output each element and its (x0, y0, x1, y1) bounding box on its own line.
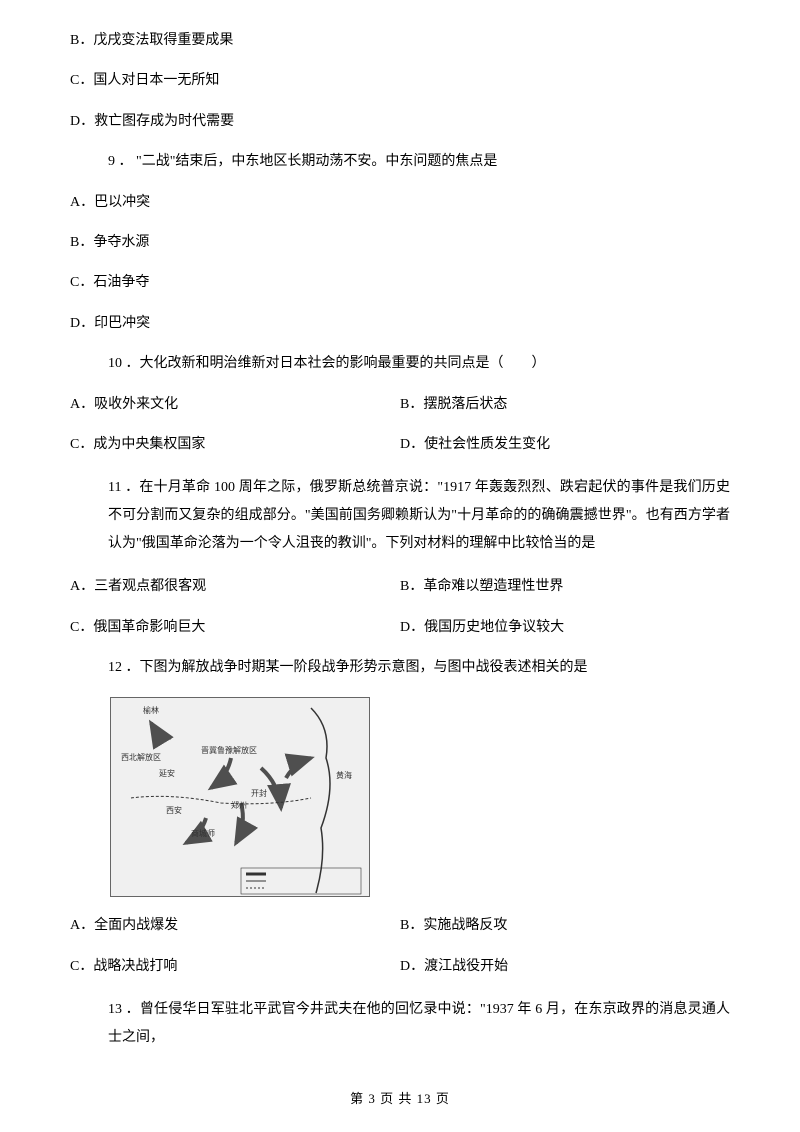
q11-row-ab: A．三者观点都很客观 B．革命难以塑造理性世界 (70, 576, 730, 598)
q11-option-c: C．俄国革命影响巨大 (70, 617, 400, 639)
q10-option-a: A．吸收外来文化 (70, 394, 400, 416)
q10-row-ab: A．吸收外来文化 B．摆脱落后状态 (70, 394, 730, 416)
q10-option-d: D．使社会性质发生变化 (400, 434, 730, 456)
q11-option-a: A．三者观点都很客观 (70, 576, 400, 598)
svg-text:延安: 延安 (159, 768, 175, 778)
option-b-prior: B．戊戌变法取得重要成果 (70, 30, 730, 52)
q12-option-c: C．战略决战打响 (70, 956, 400, 978)
q10-option-b: B．摆脱落后状态 (400, 394, 730, 416)
svg-text:榆林: 榆林 (143, 705, 159, 715)
q9-option-b: B．争夺水源 (70, 232, 730, 254)
question-9: 9 ． "二战"结束后，中东地区长期动荡不安。中东问题的焦点是 (70, 151, 730, 173)
page-footer: 第 3 页 共 13 页 (0, 1089, 800, 1110)
q12-option-d: D．渡江战役开始 (400, 956, 730, 978)
svg-text:商城师: 商城师 (191, 828, 215, 838)
svg-text:晋冀鲁豫解放区: 晋冀鲁豫解放区 (201, 745, 257, 755)
q11-option-b: B．革命难以塑造理性世界 (400, 576, 730, 598)
svg-text:西安: 西安 (166, 805, 182, 815)
option-d-prior: D．救亡图存成为时代需要 (70, 111, 730, 133)
svg-text:黄海: 黄海 (336, 770, 352, 780)
q12-option-b: B．实施战略反攻 (400, 915, 730, 937)
svg-text:郑州: 郑州 (231, 800, 247, 810)
q11-row-cd: C．俄国革命影响巨大 D．俄国历史地位争议较大 (70, 617, 730, 639)
map-figure: 榆林西北解放区延安 晋冀鲁豫解放区黄海西安商城师 郑州开封 (110, 697, 730, 897)
option-c-prior: C．国人对日本一无所知 (70, 70, 730, 92)
question-13: 13 ．曾任侵华日军驻北平武官今井武夫在他的回忆录中说："1937 年 6 月，… (70, 996, 730, 1052)
svg-text:西北解放区: 西北解放区 (121, 752, 161, 762)
q12-option-a: A．全面内战爆发 (70, 915, 400, 937)
q10-row-cd: C．成为中央集权国家 D．使社会性质发生变化 (70, 434, 730, 456)
question-10: 10 ．大化改新和明治维新对日本社会的影响最重要的共同点是（ ） (70, 353, 730, 375)
question-11: 11 ．在十月革命 100 周年之际，俄罗斯总统普京说："1917 年轰轰烈烈、… (70, 474, 730, 558)
map-svg: 榆林西北解放区延安 晋冀鲁豫解放区黄海西安商城师 郑州开封 (111, 698, 370, 897)
q9-option-c: C．石油争夺 (70, 272, 730, 294)
question-12: 12 ．下图为解放战争时期某一阶段战争形势示意图，与图中战役表述相关的是 (70, 657, 730, 679)
battle-map-image: 榆林西北解放区延安 晋冀鲁豫解放区黄海西安商城师 郑州开封 (110, 697, 370, 897)
q12-row-cd: C．战略决战打响 D．渡江战役开始 (70, 956, 730, 978)
q11-option-d: D．俄国历史地位争议较大 (400, 617, 730, 639)
q12-row-ab: A．全面内战爆发 B．实施战略反攻 (70, 915, 730, 937)
q10-option-c: C．成为中央集权国家 (70, 434, 400, 456)
q9-option-a: A．巴以冲突 (70, 192, 730, 214)
q9-option-d: D．印巴冲突 (70, 313, 730, 335)
svg-text:开封: 开封 (251, 788, 267, 798)
